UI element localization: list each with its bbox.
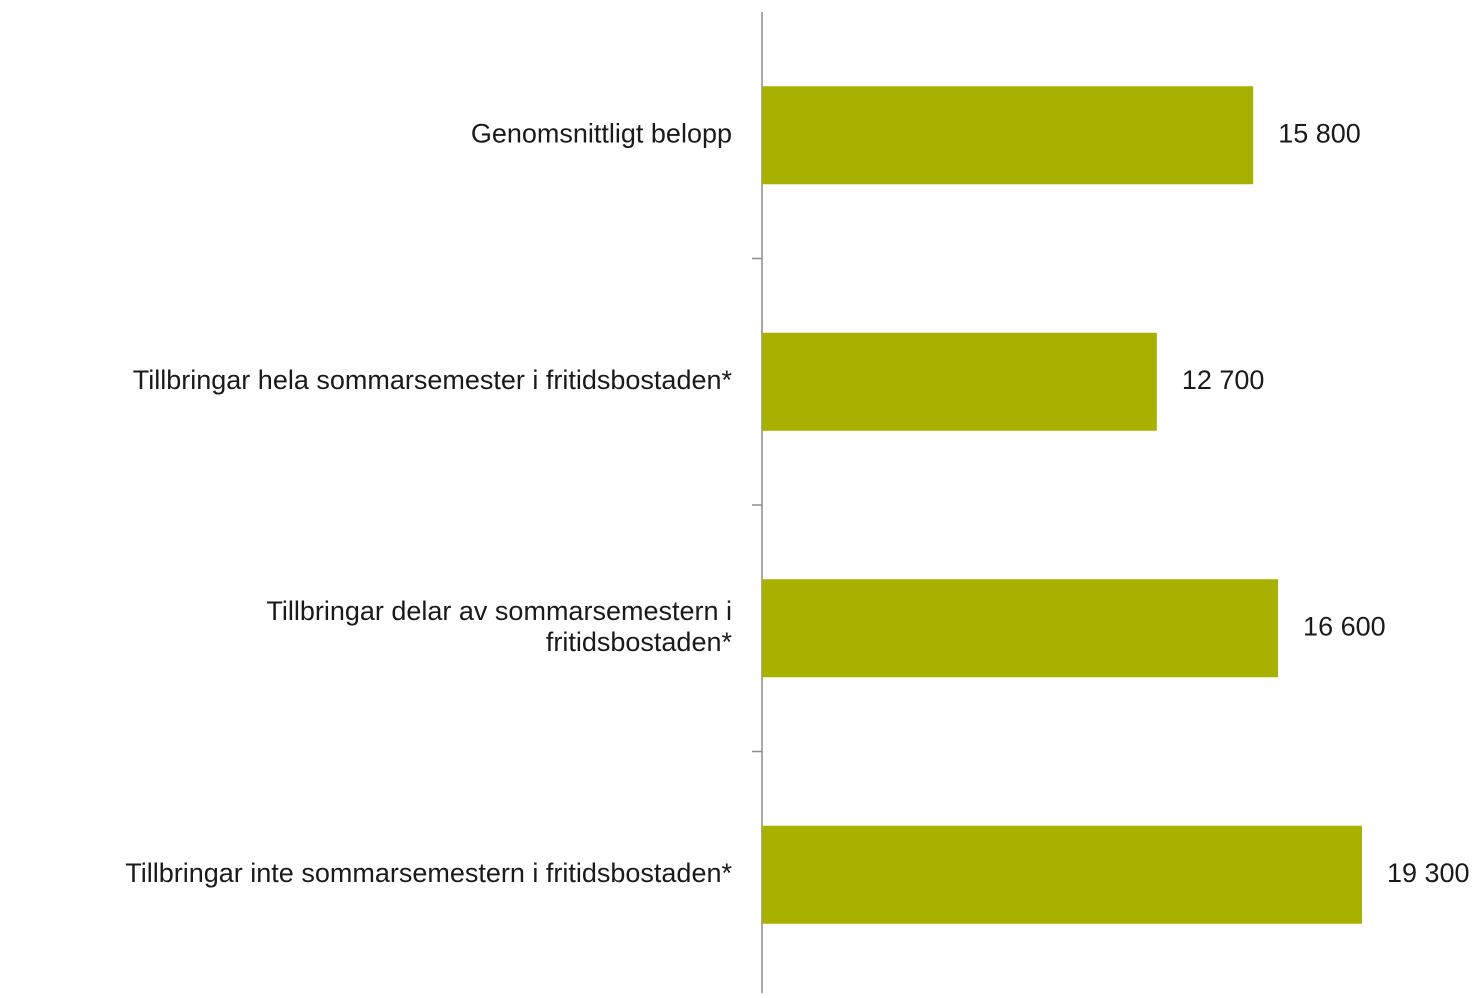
category-label: Tillbringar hela sommarsemester i fritid…	[133, 365, 733, 395]
value-label: 12 700	[1182, 365, 1265, 395]
category-label: Tillbringar delar av sommarsemestern i fr…	[266, 596, 732, 657]
category-label: Genomsnittligt belopp	[471, 118, 732, 148]
value-label: 19 300	[1387, 858, 1470, 888]
bar	[762, 825, 1362, 924]
category-label: Tillbringar inte sommarsemestern i friti…	[125, 858, 732, 888]
bar	[762, 579, 1279, 678]
bar	[762, 86, 1254, 185]
value-label: 15 800	[1278, 118, 1361, 148]
bar	[762, 332, 1157, 431]
value-label: 16 600	[1303, 611, 1386, 641]
